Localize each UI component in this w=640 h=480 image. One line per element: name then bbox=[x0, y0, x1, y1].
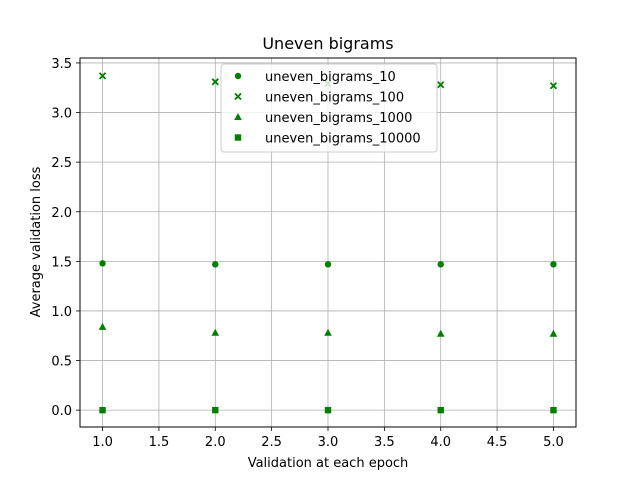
x-tick-label: 1.5 bbox=[149, 435, 170, 450]
x-tick-label: 3.5 bbox=[374, 435, 395, 450]
data-point-square bbox=[324, 406, 332, 414]
plot-frame bbox=[79, 57, 577, 428]
data-point-square bbox=[437, 406, 444, 414]
x-tick-label: 4.5 bbox=[487, 435, 508, 450]
x-tick-label: 5.0 bbox=[543, 435, 564, 450]
legend-label: uneven_bigrams_10 bbox=[265, 70, 396, 85]
data-point-triangle bbox=[436, 329, 445, 337]
legend-marker-square bbox=[234, 134, 242, 141]
legend-label: uneven_bigrams_100 bbox=[265, 91, 404, 106]
y-tick-label: 0.0 bbox=[51, 404, 72, 419]
data-point-triangle bbox=[211, 328, 220, 336]
data-point-x bbox=[437, 81, 445, 89]
y-tick-label: 2.0 bbox=[51, 206, 72, 221]
legend-label: uneven_bigrams_1000 bbox=[265, 111, 412, 126]
data-point-x bbox=[211, 78, 219, 86]
x-tick-label: 3.0 bbox=[318, 435, 339, 450]
data-point-circle bbox=[324, 261, 332, 268]
data-point-square bbox=[212, 406, 219, 414]
y-tick-label: 3.5 bbox=[51, 57, 72, 72]
x-tick-label: 2.5 bbox=[261, 435, 282, 450]
x-tick-label: 1.0 bbox=[92, 435, 113, 450]
data-points bbox=[98, 72, 558, 414]
x-tick-label: 2.0 bbox=[205, 435, 226, 450]
y-tick-label: 1.0 bbox=[51, 305, 72, 320]
data-point-circle bbox=[550, 261, 557, 268]
data-point-triangle bbox=[98, 322, 107, 330]
legend-label: uneven_bigrams_10000 bbox=[265, 132, 421, 147]
data-point-circle bbox=[99, 260, 106, 267]
y-tick-label: 2.5 bbox=[51, 156, 72, 171]
data-point-x bbox=[98, 72, 107, 80]
chart-title: Uneven bigrams bbox=[262, 34, 393, 53]
y-tick-label: 3.0 bbox=[51, 107, 72, 122]
data-point-triangle bbox=[549, 329, 558, 337]
y-tick-label: 0.5 bbox=[51, 355, 72, 370]
legend: uneven_bigrams_10 uneven_bigrams_100uneve… bbox=[220, 63, 438, 153]
legend-marker-triangle bbox=[234, 113, 242, 120]
legend-marker-x bbox=[234, 92, 242, 101]
data-point-square bbox=[99, 406, 106, 414]
y-axis-label: Average validation loss bbox=[29, 166, 44, 317]
data-point-circle bbox=[437, 261, 444, 268]
x-axis-label: Validation at each epoch bbox=[248, 456, 409, 471]
data-point-square bbox=[550, 406, 557, 414]
data-point-triangle bbox=[324, 328, 332, 336]
legend-marker-circle bbox=[234, 72, 242, 80]
y-tick-label: 1.5 bbox=[51, 255, 72, 270]
data-point-x bbox=[549, 82, 558, 90]
x-tick-label: 4.0 bbox=[430, 435, 451, 450]
data-point-circle bbox=[212, 261, 219, 268]
legend-box bbox=[220, 63, 438, 153]
ticks: 1.0 1.5 2.0 2.5 3.0 3.5 4.0 4.5 5.0 0.0 0.5 1.0 1.5 2… bbox=[51, 57, 563, 450]
